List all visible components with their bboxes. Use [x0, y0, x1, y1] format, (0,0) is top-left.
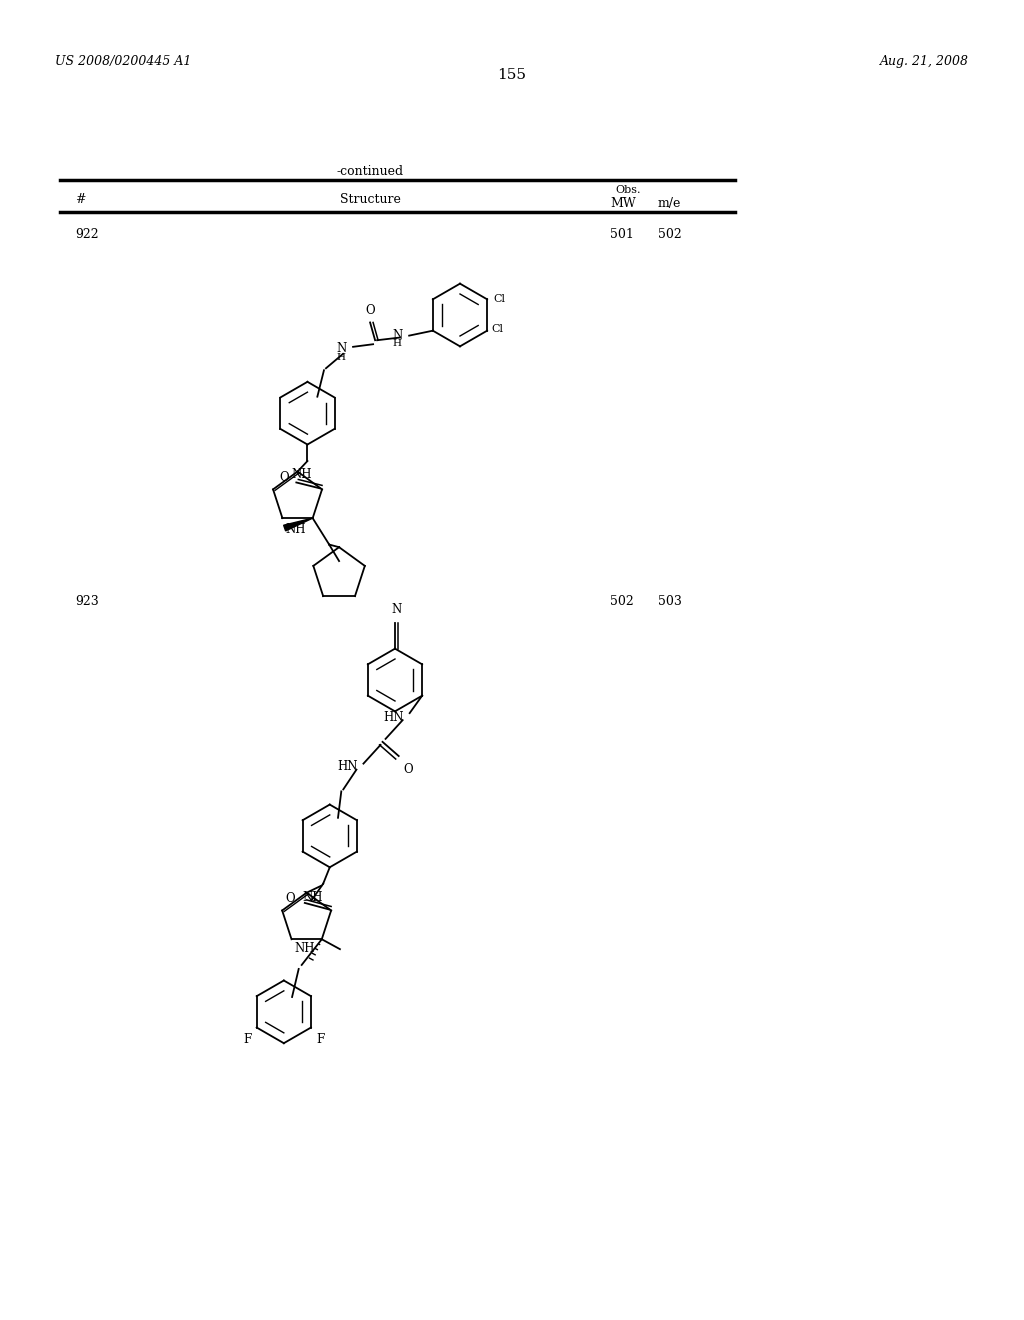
Text: H: H	[336, 354, 345, 362]
Text: MW: MW	[610, 197, 636, 210]
Text: 503: 503	[658, 595, 682, 609]
Text: Cl: Cl	[492, 323, 503, 334]
Text: HN: HN	[383, 710, 403, 723]
Text: H: H	[392, 339, 401, 348]
Text: F: F	[316, 1032, 325, 1045]
Text: NH: NH	[302, 891, 323, 904]
Text: #: #	[75, 193, 85, 206]
Text: m/e: m/e	[658, 197, 681, 210]
Text: O: O	[366, 305, 375, 318]
Text: Obs.: Obs.	[615, 185, 640, 195]
Text: Structure: Structure	[340, 193, 400, 206]
Text: F: F	[244, 1032, 252, 1045]
Text: Aug. 21, 2008: Aug. 21, 2008	[880, 55, 969, 69]
Text: Cl: Cl	[494, 294, 505, 305]
Text: HN: HN	[337, 760, 357, 774]
Text: 155: 155	[498, 69, 526, 82]
Text: NH: NH	[286, 523, 306, 536]
Text: O: O	[280, 471, 290, 484]
Text: O: O	[403, 763, 414, 776]
Text: 923: 923	[75, 595, 98, 609]
Text: -continued: -continued	[337, 165, 403, 178]
Polygon shape	[284, 519, 312, 531]
Text: N: N	[393, 329, 403, 342]
Text: O: O	[285, 892, 295, 906]
Text: NH: NH	[291, 469, 311, 480]
Text: 922: 922	[75, 228, 98, 242]
Text: N: N	[337, 342, 347, 355]
Text: US 2008/0200445 A1: US 2008/0200445 A1	[55, 55, 191, 69]
Text: 502: 502	[658, 228, 682, 242]
Text: 502: 502	[610, 595, 634, 609]
Text: N: N	[392, 603, 402, 616]
Text: NH: NH	[295, 942, 315, 956]
Text: 501: 501	[610, 228, 634, 242]
